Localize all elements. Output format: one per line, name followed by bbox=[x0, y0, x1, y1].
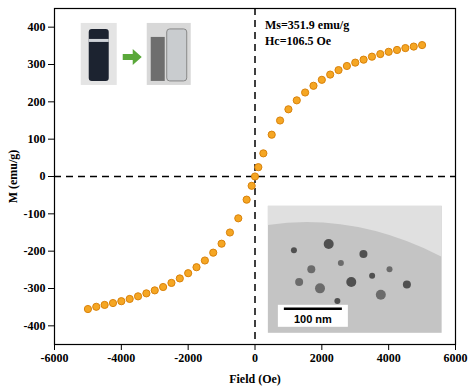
svg-text:Ms=351.9 emu/g: Ms=351.9 emu/g bbox=[265, 18, 349, 32]
svg-text:-200: -200 bbox=[24, 244, 46, 258]
svg-text:6000: 6000 bbox=[444, 351, 468, 365]
svg-text:-300: -300 bbox=[24, 281, 46, 295]
svg-text:2000: 2000 bbox=[310, 351, 334, 365]
svg-text:100: 100 bbox=[28, 132, 46, 146]
svg-text:0: 0 bbox=[252, 351, 258, 365]
svg-text:Hc=106.5 Oe: Hc=106.5 Oe bbox=[265, 34, 332, 48]
svg-text:Field (Oe): Field (Oe) bbox=[229, 372, 281, 386]
svg-text:100 nm: 100 nm bbox=[294, 313, 332, 325]
svg-text:-4000: -4000 bbox=[107, 351, 135, 365]
svg-text:-2000: -2000 bbox=[174, 351, 202, 365]
svg-text:0: 0 bbox=[40, 169, 46, 183]
svg-text:-6000: -6000 bbox=[41, 351, 69, 365]
svg-text:M (emu/g): M (emu/g) bbox=[6, 150, 20, 204]
svg-text:4000: 4000 bbox=[377, 351, 401, 365]
svg-text:300: 300 bbox=[28, 57, 46, 71]
svg-text:200: 200 bbox=[28, 95, 46, 109]
svg-text:400: 400 bbox=[28, 20, 46, 34]
svg-text:-400: -400 bbox=[24, 319, 46, 333]
svg-text:-100: -100 bbox=[24, 207, 46, 221]
